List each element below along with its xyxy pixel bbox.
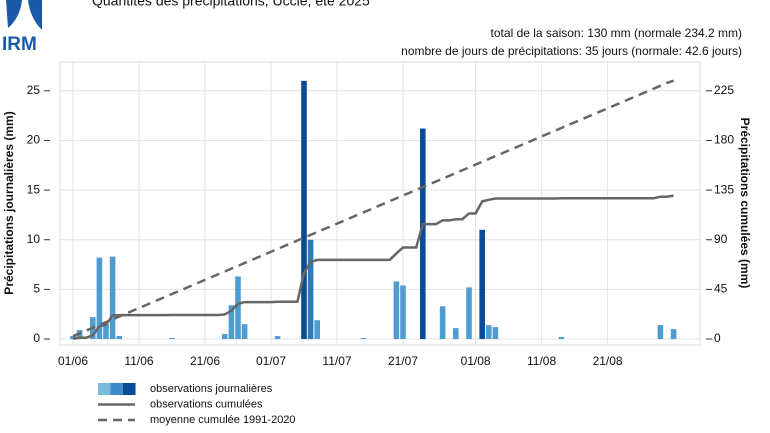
bar bbox=[274, 336, 281, 340]
y2-tick-label: 90 bbox=[714, 232, 728, 246]
line bbox=[72, 79, 675, 338]
bar bbox=[241, 324, 248, 340]
x-tick-label: 11/07 bbox=[322, 354, 351, 368]
line bbox=[72, 194, 674, 340]
y2-tick-label: 180 bbox=[714, 133, 734, 147]
bar bbox=[103, 324, 109, 340]
logo-shape bbox=[6, 0, 22, 28]
bar bbox=[486, 325, 492, 340]
y2-tick-label: 135 bbox=[714, 182, 734, 196]
bar bbox=[360, 338, 367, 340]
y-axis-label: Précipitations journalières (mm) bbox=[2, 111, 16, 294]
x-tick-label: 21/06 bbox=[190, 354, 220, 368]
x-tick-label: 01/08 bbox=[461, 354, 491, 368]
x-tick-label: 11/08 bbox=[527, 354, 556, 368]
legend-label: observations journalières bbox=[150, 383, 273, 395]
bar bbox=[393, 281, 400, 340]
y2-tick-label: 0 bbox=[714, 331, 721, 345]
x-tick-label: 21/07 bbox=[388, 354, 418, 368]
y2-tick-label: 225 bbox=[714, 83, 734, 97]
bar bbox=[96, 257, 103, 340]
logo-shape bbox=[28, 0, 42, 30]
y-tick-label: 10 bbox=[27, 232, 41, 246]
bar bbox=[492, 327, 499, 340]
bar bbox=[558, 337, 565, 340]
y-tick-label: 15 bbox=[27, 182, 41, 196]
x-tick-label: 11/06 bbox=[124, 354, 153, 368]
bar bbox=[169, 338, 175, 340]
bar bbox=[222, 334, 228, 340]
x-tick-label: 21/08 bbox=[593, 354, 623, 368]
bar bbox=[670, 329, 677, 340]
legend-label: observations cumulées bbox=[150, 398, 263, 410]
y-tick-label: 25 bbox=[27, 83, 41, 97]
y2-axis-label: Précipitations cumulées (mm) bbox=[738, 118, 752, 289]
chart-title: Quantités des précipitations, Uccle, été… bbox=[92, 0, 370, 9]
legend-label: moyenne cumulée 1991-2020 bbox=[150, 414, 296, 426]
bar bbox=[420, 128, 426, 340]
bar bbox=[116, 336, 122, 340]
legend-swatch bbox=[98, 383, 111, 395]
bar bbox=[314, 320, 320, 340]
bar bbox=[657, 325, 664, 340]
y-tick-label: 0 bbox=[33, 331, 40, 345]
plot-area bbox=[59, 61, 701, 346]
bar bbox=[453, 328, 459, 340]
bar bbox=[439, 306, 446, 340]
y-tick-label: 5 bbox=[33, 282, 40, 296]
y2-tick-label: 45 bbox=[714, 282, 728, 296]
bar bbox=[228, 305, 235, 340]
x-tick-label: 01/07 bbox=[256, 354, 286, 368]
bar bbox=[307, 239, 314, 340]
bar bbox=[301, 80, 307, 340]
bar bbox=[479, 229, 485, 340]
y-tick-label: 20 bbox=[27, 133, 41, 147]
bar bbox=[235, 276, 241, 340]
bar bbox=[109, 256, 116, 340]
x-tick-label: 01/06 bbox=[58, 354, 88, 368]
bar bbox=[400, 285, 406, 340]
legend-swatch bbox=[123, 383, 136, 395]
logo-text: IRM bbox=[2, 34, 37, 55]
bar bbox=[466, 287, 472, 340]
legend-swatch bbox=[110, 383, 123, 395]
annotation: nombre de jours de précipitations: 35 jo… bbox=[401, 44, 742, 58]
annotation: total de la saison: 130 mm (normale 234.… bbox=[491, 26, 742, 40]
